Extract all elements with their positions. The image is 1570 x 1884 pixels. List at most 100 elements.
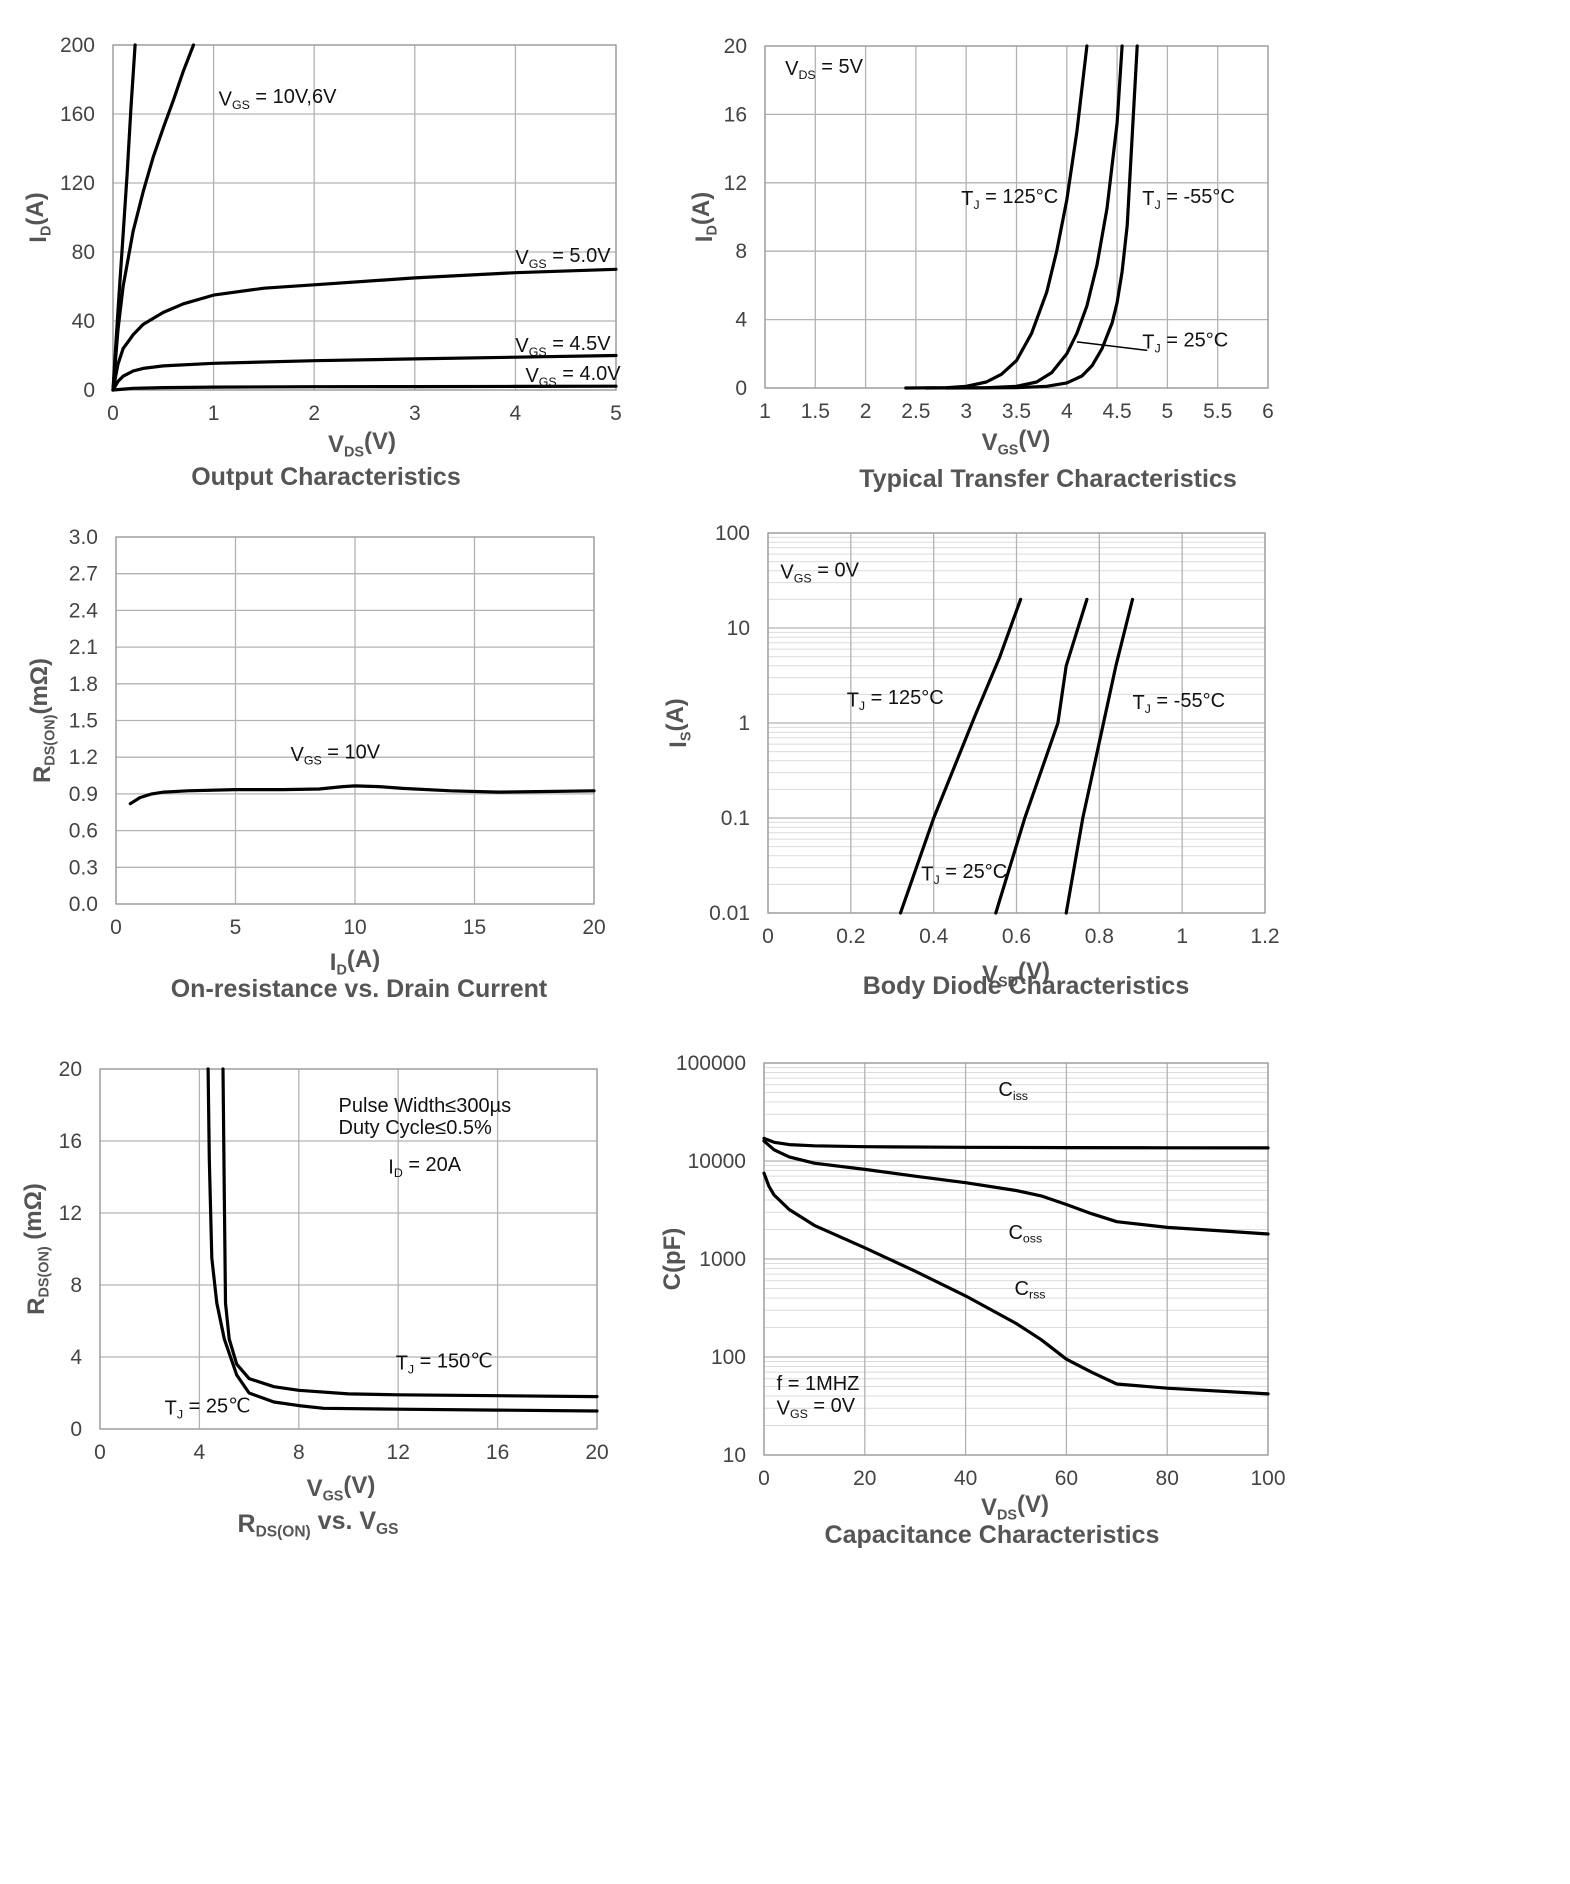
- series-annotation: TJ = 25℃: [165, 1395, 251, 1421]
- series-annotation: VDS = 5V: [785, 56, 863, 82]
- chart-title: Output Characteristics: [191, 463, 461, 491]
- plot-frame: [112, 44, 617, 391]
- chart-output: 0 1 2 3 4 5 0 40 80 120 160 200 VGS = 10V,6V VGS = 5.…: [22, 34, 622, 491]
- x-tick-label: 1: [759, 400, 771, 423]
- x-tick-label: 4: [194, 1441, 206, 1464]
- series-annotation: VGS = 0V: [777, 1395, 856, 1421]
- x-tick-label: 10: [343, 916, 366, 939]
- y-tick-label: 3.0: [69, 526, 98, 549]
- series-annotation: Pulse Width≤300µs: [339, 1095, 512, 1117]
- series-line: [1064, 597, 1135, 915]
- y-tick-label: 100000: [676, 1052, 746, 1075]
- y-tick-label: 8: [735, 240, 747, 263]
- y-tick-label: 0.1: [721, 807, 750, 830]
- y-tick-label: 16: [724, 103, 747, 126]
- series-annotation: TJ = 125°C: [961, 186, 1058, 212]
- x-tick-label: 3: [960, 400, 972, 423]
- y-tick-label: 10: [723, 1444, 746, 1467]
- series-line: [994, 597, 1089, 915]
- y-tick-label: 10: [727, 617, 750, 640]
- series-annotation: VGS = 4.5V: [515, 333, 611, 359]
- x-axis-label: VGS(V): [982, 426, 1051, 458]
- y-tick-label: 1000: [699, 1248, 746, 1271]
- series-annotation: VGS = 10V,6V: [219, 86, 337, 112]
- series-annotation: TJ = 125°C: [847, 687, 944, 713]
- y-tick-label: 8: [70, 1274, 82, 1297]
- series-annotation: f = 1MHZ: [777, 1373, 860, 1395]
- series-line: [221, 1067, 599, 1399]
- x-tick-label: 2: [860, 400, 872, 423]
- y-tick-label: 1: [738, 712, 750, 735]
- y-tick-label: 0: [70, 1418, 82, 1441]
- chart-cap: 0 20 40 60 80 100 10 100 1000 10000 100000 Ciss Coss…: [659, 1052, 1286, 1549]
- chart-rdsvgs: 0 4 8 12 16 20 0 4 8 12 16 20 Pulse Width≤300µsDuty …: [20, 1058, 609, 1541]
- y-tick-label: 120: [60, 172, 95, 195]
- series-annotation: TJ = 25°C: [921, 861, 1007, 887]
- y-tick-label: 1.5: [69, 710, 98, 733]
- x-tick-label: 20: [585, 1441, 608, 1464]
- x-tick-label: 20: [582, 916, 605, 939]
- y-axis-label: ID(A): [688, 192, 720, 242]
- chart-title: Typical Transfer Characteristics: [859, 465, 1237, 493]
- x-tick-label: 12: [387, 1441, 410, 1464]
- y-tick-label: 12: [59, 1202, 82, 1225]
- x-tick-label: 4: [510, 402, 522, 425]
- plot-frame: [99, 1068, 598, 1430]
- series-annotation: VGS = 0V: [780, 559, 859, 585]
- x-tick-label: 80: [1156, 1467, 1179, 1490]
- y-tick-label: 10000: [688, 1150, 746, 1173]
- series-line: [111, 384, 618, 392]
- x-tick-label: 3: [409, 402, 421, 425]
- x-tick-label: 5: [610, 402, 622, 425]
- y-tick-label: 16: [59, 1130, 82, 1153]
- y-axis-label: ID(A): [22, 192, 54, 242]
- series-line: [898, 597, 1023, 915]
- y-tick-label: 1.8: [69, 673, 98, 696]
- x-tick-label: 0: [758, 1467, 770, 1490]
- x-tick-label: 0.4: [919, 925, 949, 948]
- series-line: [762, 1136, 1270, 1150]
- x-tick-label: 0: [762, 925, 774, 948]
- y-axis-label: C(pF): [659, 1228, 686, 1291]
- x-tick-label: 8: [293, 1441, 305, 1464]
- x-tick-label: 0.2: [836, 925, 865, 948]
- y-axis-label: RDS(ON)(mΩ): [26, 658, 58, 783]
- x-tick-label: 16: [486, 1441, 509, 1464]
- y-tick-label: 0: [83, 379, 95, 402]
- x-tick-label: 40: [954, 1467, 977, 1490]
- series-annotation: VGS = 10V: [290, 742, 380, 768]
- series-annotation: ID = 20A: [388, 1154, 462, 1180]
- y-tick-label: 1.2: [69, 746, 98, 769]
- chart-title: On-resistance vs. Drain Current: [171, 975, 548, 1003]
- y-tick-label: 4: [735, 309, 747, 332]
- y-tick-label: 20: [59, 1058, 82, 1081]
- y-axis-label: RDS(ON) (mΩ): [20, 1183, 52, 1315]
- y-tick-label: 0.0: [69, 893, 98, 916]
- series-annotation: Crss: [1014, 1278, 1045, 1302]
- x-tick-label: 1: [1176, 925, 1188, 948]
- x-axis-label: VDS(V): [328, 428, 396, 460]
- y-tick-label: 0.6: [69, 820, 98, 843]
- series-line: [762, 1139, 1270, 1236]
- series-line: [944, 44, 1139, 390]
- x-tick-label: 4.5: [1102, 400, 1131, 423]
- series-line: [128, 784, 596, 806]
- y-tick-label: 80: [72, 241, 95, 264]
- y-axis-label: IS(A): [662, 698, 694, 748]
- x-tick-label: 5: [230, 916, 242, 939]
- series-annotation: TJ = -55°C: [1142, 186, 1235, 212]
- plot-frame: [763, 1062, 1269, 1456]
- chart-title: RDS(ON) vs. VGS: [238, 1507, 399, 1541]
- chart-title: Body Diode Characteristics: [863, 972, 1190, 1000]
- x-tick-label: 6: [1262, 400, 1274, 423]
- y-tick-label: 0.3: [69, 856, 98, 879]
- series-line: [206, 1067, 599, 1413]
- x-tick-label: 0: [107, 402, 119, 425]
- x-tick-label: 3.5: [1002, 400, 1031, 423]
- x-axis-label: ID(A): [330, 946, 380, 978]
- x-tick-label: 2: [308, 402, 320, 425]
- x-tick-label: 5: [1162, 400, 1174, 423]
- x-tick-label: 100: [1250, 1467, 1285, 1490]
- x-tick-label: 0.6: [1002, 925, 1031, 948]
- chart-title: Capacitance Characteristics: [825, 1521, 1160, 1549]
